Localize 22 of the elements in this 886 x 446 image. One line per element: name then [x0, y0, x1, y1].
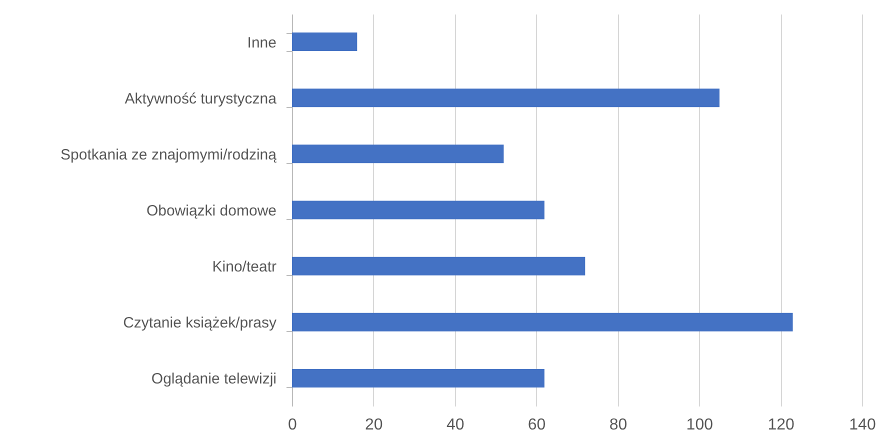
x-tick-label: 120 [768, 416, 795, 434]
y-tick-label: Aktywność turystyczna [124, 90, 278, 108]
bar [292, 368, 544, 388]
x-tick-label: 0 [288, 416, 298, 434]
bar [292, 256, 586, 276]
x-tick-label: 80 [609, 416, 628, 434]
y-tick-label: Inne [247, 34, 276, 52]
y-tick-label: Czytanie książek/prasy [123, 314, 277, 332]
bar [292, 200, 544, 220]
bar [292, 88, 720, 108]
bar [292, 312, 793, 332]
x-tick-label: 20 [365, 416, 383, 434]
bar [292, 32, 358, 52]
x-tick-label: 60 [528, 416, 546, 434]
y-tick-label: Kino/teatr [212, 258, 276, 276]
y-tick-label: Spotkania ze znajomymi/rodziną [60, 146, 278, 164]
x-tick-label: 40 [446, 416, 464, 434]
x-tick-label: 100 [686, 416, 714, 434]
y-tick-label: Obowiązki domowe [146, 202, 276, 220]
y-tick-label: Oglądanie telewizji [151, 370, 276, 388]
bar [292, 144, 504, 164]
x-tick-label: 140 [849, 416, 876, 434]
